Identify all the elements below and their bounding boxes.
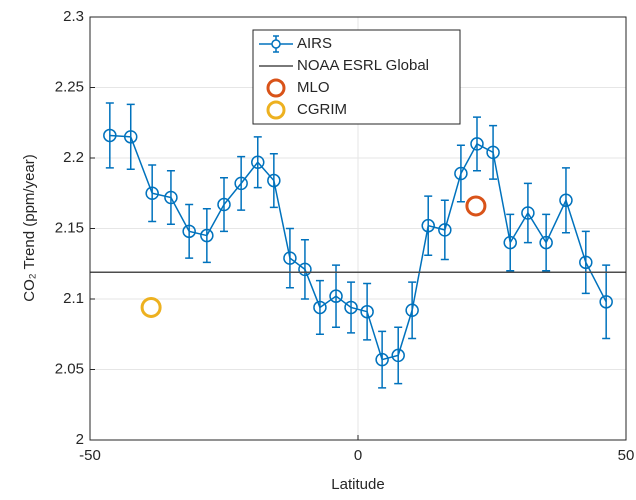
data-point [145, 186, 159, 200]
error-bar [220, 176, 228, 233]
data-point [421, 218, 435, 233]
error-bar [315, 279, 324, 335]
data-point [283, 251, 297, 265]
data-point [579, 255, 593, 270]
error-bar [166, 169, 175, 226]
error-bar [126, 103, 135, 171]
error-bar [285, 227, 294, 289]
data-point [217, 197, 231, 212]
data-point [344, 300, 358, 315]
data-point [103, 128, 117, 143]
legend-swatch [266, 100, 286, 120]
error-bar [542, 213, 551, 272]
y-tick-label: 2.3 [63, 8, 84, 25]
error-bar [105, 102, 114, 169]
data-point [391, 348, 405, 363]
error-bar [363, 282, 372, 341]
error-bar [347, 281, 356, 334]
error-bar [561, 167, 570, 234]
legend: AIRS NOAA ESRL Global MLO CGRIM [252, 29, 461, 125]
error-bar [489, 124, 498, 180]
data-point [539, 235, 553, 250]
error-bar [581, 230, 590, 295]
x-tick-label: -50 [79, 447, 101, 464]
data-point [465, 195, 487, 217]
data-point [164, 190, 178, 205]
error-bar [424, 195, 433, 257]
error-bar [332, 264, 341, 328]
x-axis-label: Latitude [331, 476, 384, 493]
data-point [559, 193, 573, 208]
data-point [251, 155, 265, 169]
error-bar [378, 330, 387, 389]
legend-label: NOAA ESRL Global [297, 57, 429, 74]
legend-box [252, 29, 461, 125]
legend-swatch [266, 78, 286, 98]
data-point [438, 223, 452, 237]
y-tick-label: 2.25 [55, 78, 84, 95]
data-point [182, 224, 196, 239]
data-point [503, 235, 517, 250]
error-bar [253, 136, 262, 189]
legend-swatch [271, 39, 281, 49]
legend-label: AIRS [297, 35, 332, 52]
error-bar [148, 164, 157, 223]
y-tick-label: 2.05 [55, 360, 84, 377]
data-point [521, 206, 535, 220]
data-point [200, 228, 214, 243]
error-bar [394, 326, 403, 385]
error-bar [269, 153, 278, 209]
legend-label: MLO [297, 79, 330, 96]
y-tick-label: 2.15 [55, 219, 84, 236]
error-bar [523, 182, 532, 244]
y-tick-label: 2 [76, 431, 84, 448]
data-point [486, 145, 500, 160]
error-bar [506, 213, 515, 272]
data-point [313, 300, 327, 315]
error-bar [456, 144, 465, 203]
legend-label: CGRIM [297, 101, 347, 118]
data-point [599, 295, 613, 309]
y-axis-label: CO₂ Trend (ppm/year) [21, 154, 38, 302]
data-point [234, 176, 248, 191]
data-point [329, 289, 343, 303]
data-point [123, 130, 138, 144]
data-point [140, 296, 162, 318]
error-bar [408, 281, 417, 340]
plot [90, 102, 626, 389]
error-bar [440, 199, 449, 261]
error-bar [472, 116, 481, 172]
error-bar [185, 203, 194, 259]
data-point [454, 166, 468, 181]
data-point [375, 352, 389, 367]
data-point [470, 137, 484, 151]
y-tick-label: 2.1 [63, 290, 84, 307]
x-tick-label: 50 [618, 447, 635, 464]
data-point [267, 173, 281, 188]
data-point [360, 304, 374, 319]
error-bar [202, 208, 211, 264]
error-bar [237, 155, 246, 211]
y-tick-label: 2.2 [63, 149, 84, 166]
x-tick-label: 0 [354, 447, 362, 464]
data-point [405, 303, 419, 318]
error-bar [300, 239, 309, 300]
error-bar [602, 264, 611, 340]
data-point [298, 262, 312, 277]
